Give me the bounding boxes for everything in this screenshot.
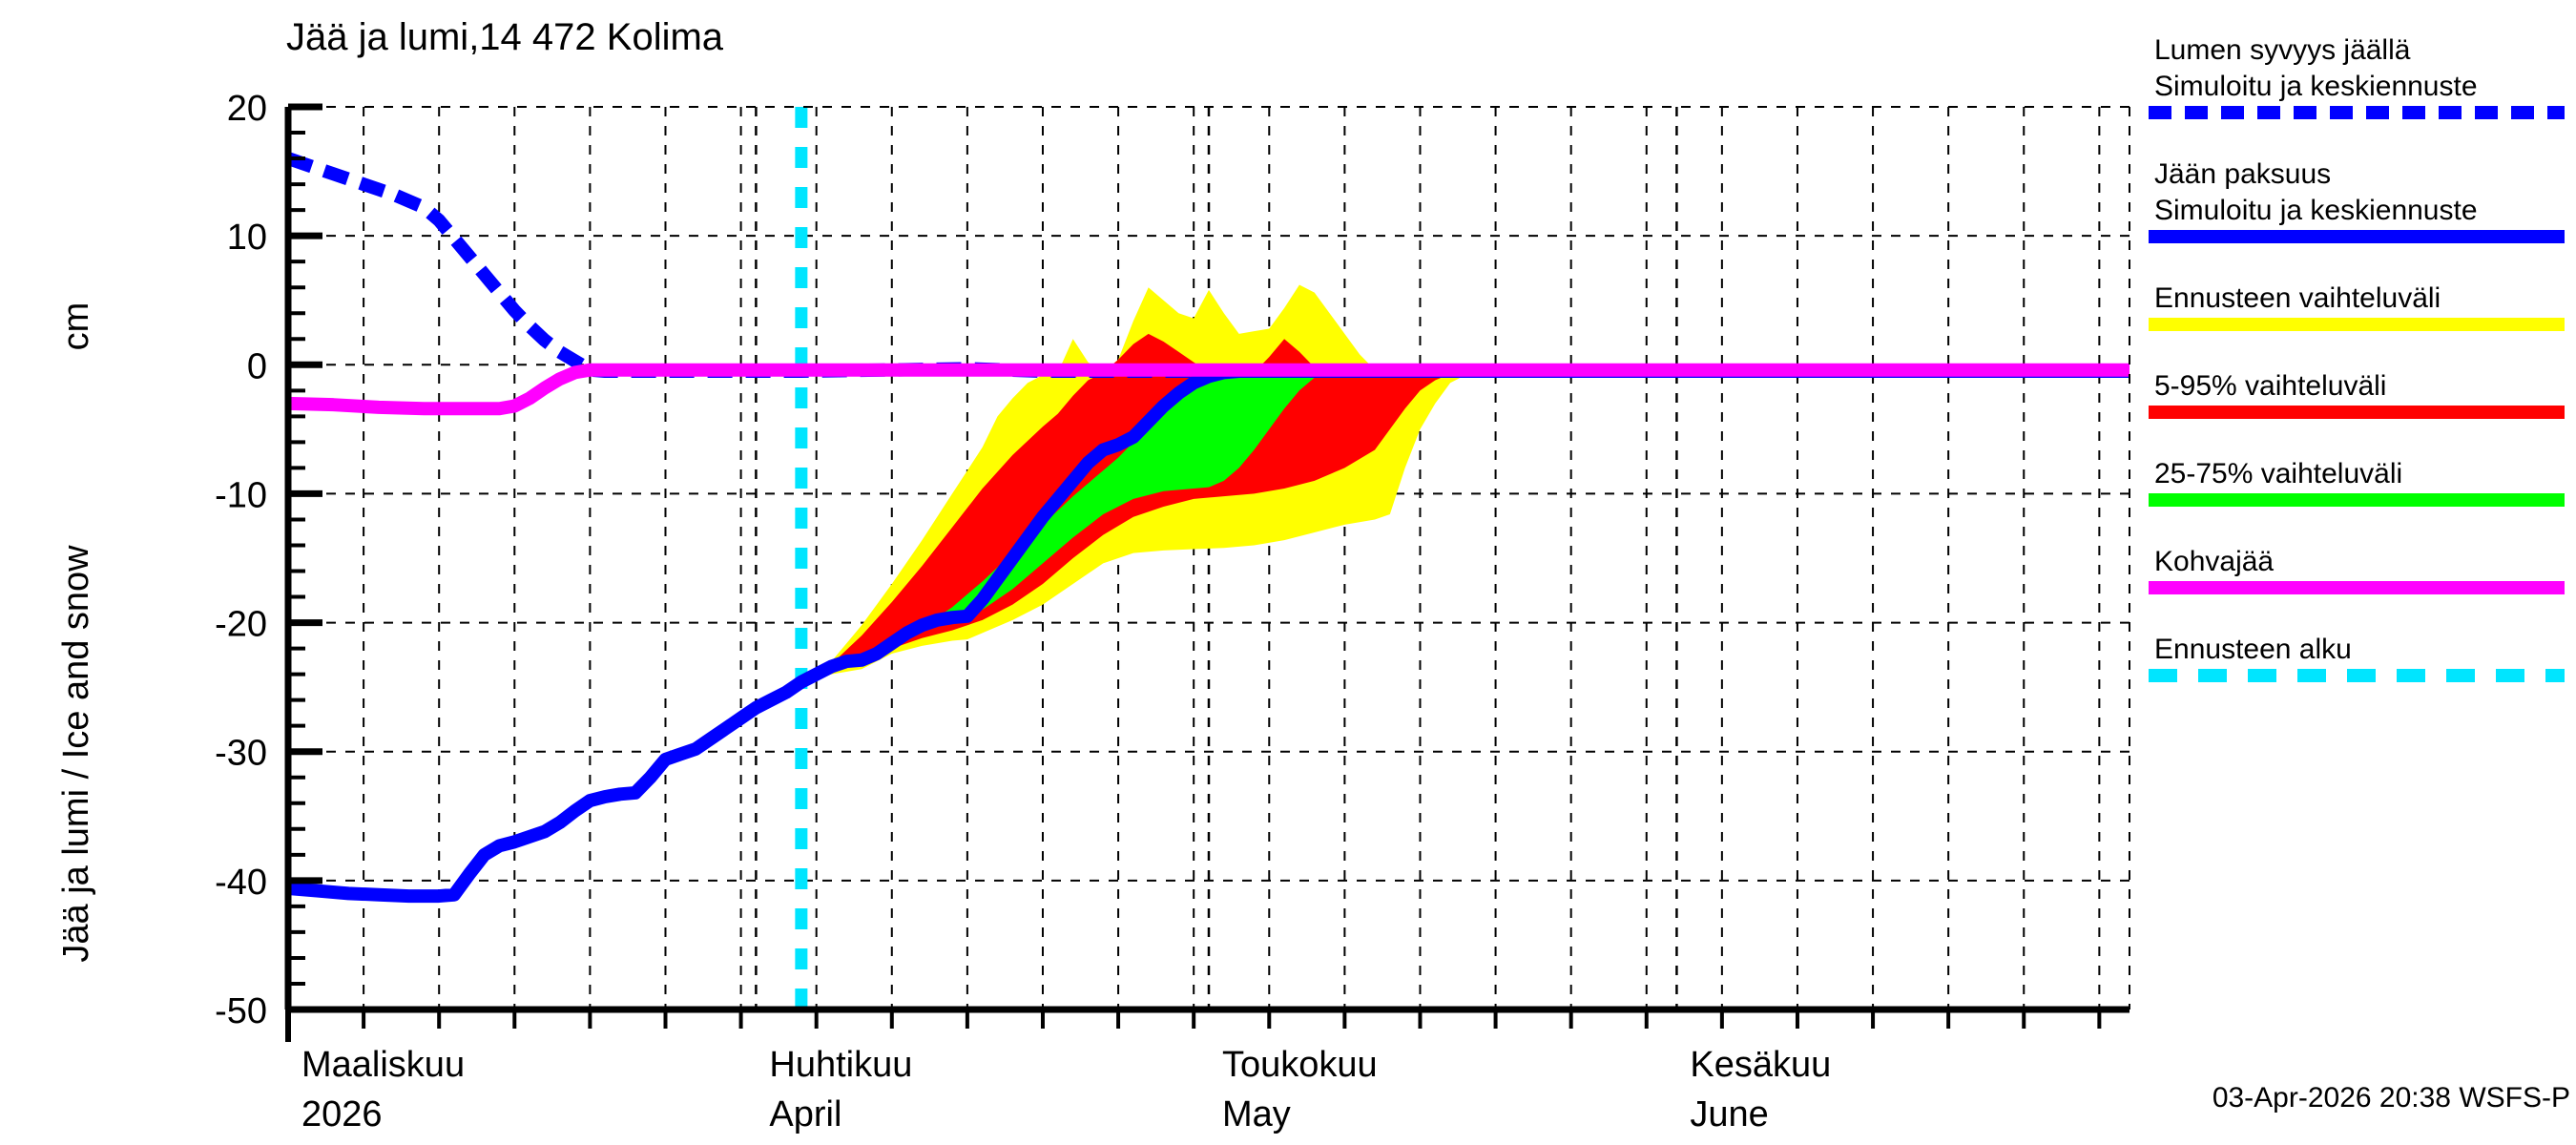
x-axis-month-label-fi: Toukokuu (1222, 1045, 1378, 1085)
y-axis-unit-label: cm (56, 302, 96, 351)
legend-label: Ennusteen vaihteluväli (2154, 282, 2441, 314)
legend: Lumen syvyys jäällä Simuloitu ja keskienn… (2149, 34, 2565, 682)
y-tick-label: -30 (215, 734, 267, 774)
y-tick-label: -20 (215, 605, 267, 645)
x-axis-ticks: Maaliskuu 2026 Huhtikuu April Toukokuu May Kes… (285, 1010, 2102, 1135)
plot-frame (284, 106, 2130, 1013)
legend-label: 25-75% vaihteluväli (2154, 458, 2402, 489)
y-tick-label: -40 (215, 863, 267, 903)
footer-timestamp: 03-Apr-2026 20:38 WSFS-P (2212, 1082, 2570, 1114)
x-axis-month-label-en: June (1690, 1094, 1768, 1135)
y-tick-label: -10 (215, 475, 267, 515)
y-tick-label: 20 (227, 89, 267, 129)
series-j-n-paksuus (287, 364, 2129, 904)
y-tick-label: 10 (227, 218, 267, 258)
legend-label: Ennusteen alku (2154, 634, 2352, 665)
legend-sublabel: Simuloitu ja keskiennuste (2154, 71, 2478, 102)
series-lumen-syvyys-j-ll- (285, 152, 2129, 379)
legend-label: Jään paksuus (2154, 158, 2331, 190)
legend-sublabel: Simuloitu ja keskiennuste (2154, 195, 2478, 226)
x-axis-month-label-en: April (769, 1094, 841, 1135)
legend-label: Kohvajää (2154, 546, 2274, 577)
data-series (285, 152, 2129, 904)
x-axis-month-label-fi: Kesäkuu (1690, 1045, 1831, 1085)
y-tick-label: 0 (247, 346, 267, 386)
y-tick-label: -50 (215, 991, 267, 1031)
chart-title: Jää ja lumi,14 472 Kolima (286, 16, 724, 58)
x-axis-month-label-fi: Huhtikuu (769, 1045, 912, 1085)
y-axis-title: Jää ja lumi / Ice and snow (56, 545, 96, 963)
x-axis-month-label-fi: Maaliskuu (301, 1045, 465, 1085)
x-axis-month-label-en: May (1222, 1094, 1291, 1135)
x-axis-month-label-en: 2026 (301, 1094, 383, 1135)
series-kohvaj- (287, 363, 2129, 416)
legend-label: Lumen syvyys jäällä (2154, 34, 2411, 66)
y-axis-ticks: 20 10 0 -10 -20 -30 -40 -50 (215, 89, 322, 1031)
legend-label: 5-95% vaihteluväli (2154, 370, 2386, 402)
